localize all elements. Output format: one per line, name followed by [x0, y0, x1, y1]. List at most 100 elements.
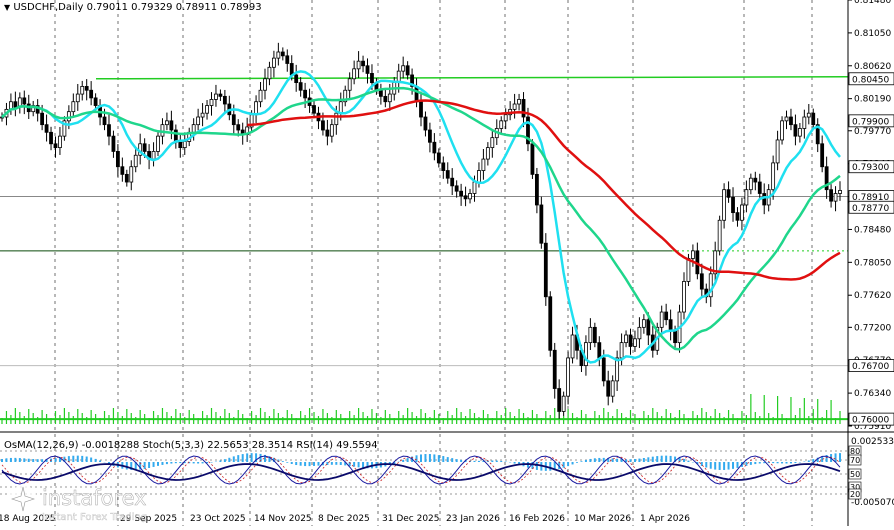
candle-body	[289, 63, 294, 76]
candle-body	[13, 101, 18, 108]
date-label: 23 Oct 2025	[190, 514, 246, 524]
candle-body	[601, 357, 606, 382]
candle-body	[521, 99, 526, 118]
candle-body	[258, 89, 263, 103]
price-tick-label: 0.80190	[854, 95, 891, 105]
candle-body	[597, 342, 602, 359]
price-tag	[848, 114, 894, 128]
candle-body	[49, 131, 53, 145]
candle-body	[699, 273, 704, 290]
price-tick-label: 0.79770	[854, 127, 891, 137]
candle-body	[182, 141, 187, 149]
date-label: 10 Mar 2026	[574, 514, 631, 524]
candle-body	[71, 101, 76, 113]
candle-body	[673, 330, 677, 344]
price-tag	[848, 160, 894, 174]
candle-body	[664, 311, 669, 321]
candle-body	[120, 166, 125, 175]
candle-body	[370, 73, 374, 83]
candle-body	[165, 120, 169, 126]
logo-tagline: Instant Forex Trading	[42, 512, 147, 523]
candle-body	[468, 193, 472, 200]
candle-body	[303, 89, 308, 99]
candle-body	[472, 181, 477, 194]
ma-fast-line	[1, 70, 841, 364]
candle-body	[66, 111, 71, 122]
candle-body	[53, 143, 58, 149]
price-tag-label: 0.78770	[852, 204, 889, 214]
price-tick-label: 0.80620	[854, 62, 891, 72]
candle-body	[294, 74, 299, 83]
candle-body	[570, 334, 575, 359]
candle-body	[178, 141, 183, 149]
candle-body	[436, 152, 441, 164]
level-tag-label: 20	[850, 490, 860, 499]
candle-body	[80, 86, 85, 95]
candle-body	[775, 139, 780, 164]
candle-body	[637, 326, 642, 340]
date-label: 8 Dec 2025	[318, 514, 370, 524]
candle-body	[552, 349, 557, 389]
candle-body	[588, 326, 593, 344]
candle-body	[512, 103, 517, 110]
level-tag-label: 30	[850, 483, 860, 492]
candle-body	[682, 281, 686, 313]
candle-body	[263, 78, 267, 91]
candle-body	[222, 95, 227, 105]
instaforex-logo: instaforex Instant Forex Trading	[6, 482, 196, 528]
candle-body	[477, 170, 481, 183]
candle-body	[419, 101, 423, 118]
candle-body	[361, 60, 365, 67]
candles	[0, 42, 842, 419]
level-tag-label: 50	[850, 470, 860, 479]
candle-body	[811, 112, 816, 126]
candle-body	[802, 116, 807, 129]
candle-body	[58, 135, 62, 149]
date-label: 18 Aug 2025	[0, 514, 56, 524]
candle-body	[405, 65, 410, 76]
candle-body	[321, 120, 325, 131]
candle-body	[22, 97, 27, 105]
candle-body	[481, 158, 486, 171]
candle-body	[740, 204, 744, 221]
symbol-label: USDCHF,Daily	[13, 2, 84, 13]
price-tick-label: 0.75910	[854, 422, 891, 432]
logo-brand: instaforex	[42, 486, 147, 510]
rsi-line	[1, 463, 841, 481]
candle-body	[744, 189, 749, 206]
candle-body	[771, 162, 776, 191]
candle-body	[708, 273, 713, 298]
candle-body	[503, 114, 508, 122]
date-label: 31 Dec 2025	[382, 514, 440, 524]
candle-body	[423, 116, 428, 131]
candle-body	[236, 124, 241, 131]
candle-body	[592, 326, 597, 344]
price-tag	[848, 412, 894, 426]
price-tag	[848, 72, 894, 86]
candle-body	[561, 395, 566, 412]
price-tag	[848, 359, 894, 372]
candle-body	[485, 147, 490, 160]
price-tick-label: 0.77200	[854, 323, 891, 333]
candle-body	[272, 57, 276, 68]
candle-body	[160, 124, 165, 137]
candle-body	[628, 334, 633, 347]
date-label: 16 Feb 2026	[509, 514, 565, 524]
candle-body	[539, 204, 544, 244]
volume-bars	[1, 394, 841, 424]
candle-body	[450, 177, 455, 187]
candle-body	[378, 89, 383, 97]
symbol-icon: ▼	[4, 3, 11, 12]
candle-body	[31, 105, 36, 113]
moving-averages	[1, 70, 841, 364]
candle-body	[365, 65, 370, 74]
price-tick-label: 0.81480	[854, 0, 891, 6]
candle-body	[780, 120, 784, 141]
candle-body	[748, 177, 753, 191]
candle-body	[356, 60, 361, 70]
candle-body	[726, 189, 731, 198]
candle-body	[566, 357, 570, 397]
candle-body	[267, 66, 272, 80]
